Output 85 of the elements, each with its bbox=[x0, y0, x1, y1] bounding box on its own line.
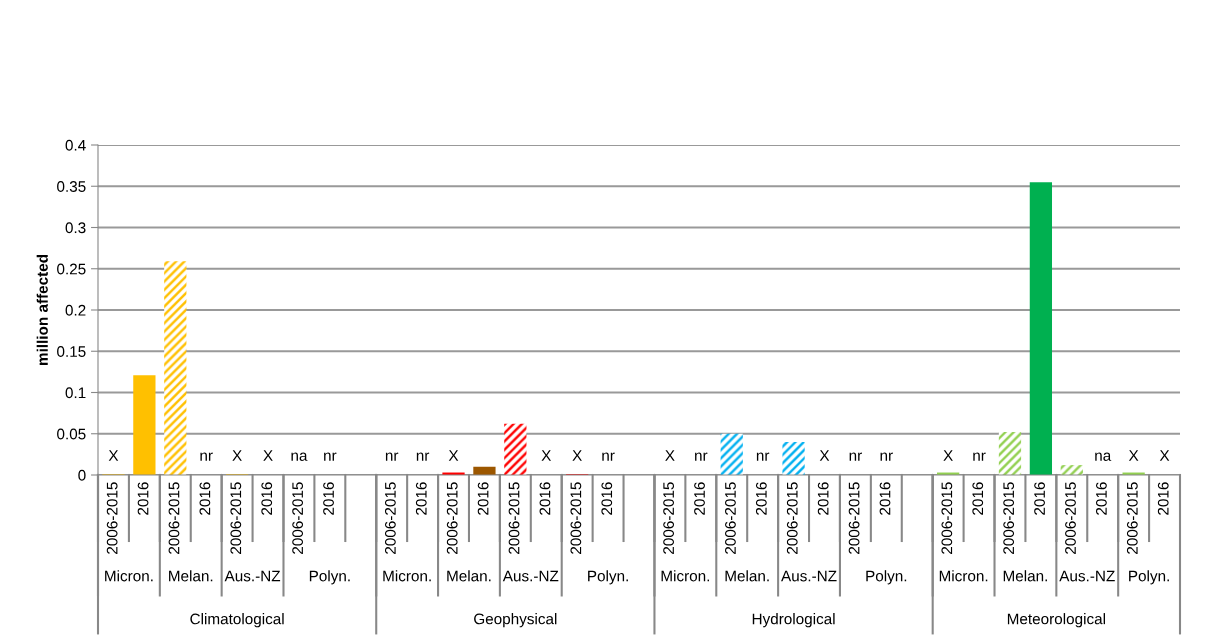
y-tick-label: 0 bbox=[78, 469, 86, 481]
x-tick-label: 2006-2015 bbox=[106, 482, 118, 554]
data-label: X bbox=[572, 450, 582, 461]
text: Hydrological bbox=[752, 613, 835, 628]
x-tick-label: 2016 bbox=[415, 482, 427, 515]
text: nr bbox=[416, 452, 430, 461]
text: X bbox=[541, 450, 552, 461]
x-tick-label: 2016 bbox=[1157, 482, 1169, 515]
text: X bbox=[263, 450, 273, 461]
text: Polyn. bbox=[588, 570, 628, 585]
text: Meteorological bbox=[1007, 613, 1105, 628]
x-tick-label: 2006-2015 bbox=[570, 482, 582, 554]
x-tick-label: 2016 bbox=[601, 482, 613, 515]
text: na bbox=[291, 452, 308, 461]
x-tick-label: 2016 bbox=[261, 482, 273, 515]
text: na bbox=[1095, 452, 1112, 461]
x-tick-label: 2016 bbox=[879, 482, 891, 515]
text: Aus.-NZ bbox=[781, 570, 837, 582]
text: Micron. bbox=[105, 570, 153, 582]
text: Melan. bbox=[1003, 570, 1047, 582]
x-tick-label: 2006-2015 bbox=[848, 482, 860, 554]
text: X bbox=[665, 450, 675, 461]
data-label: X bbox=[232, 450, 242, 461]
text: Micron. bbox=[939, 570, 988, 582]
x-tick-label: 2006-2015 bbox=[446, 482, 458, 554]
text: Melan. bbox=[725, 570, 769, 582]
x-tick-label: 2016 bbox=[539, 482, 551, 515]
text: nr bbox=[695, 452, 708, 461]
text: nr bbox=[756, 452, 770, 461]
x-tick-label: 2006-2015 bbox=[168, 482, 180, 554]
text: X bbox=[819, 450, 830, 461]
x-tick-label: 2006-2015 bbox=[508, 482, 520, 554]
data-label: X bbox=[448, 450, 459, 461]
x-tick-label: 2016 bbox=[323, 482, 334, 515]
data-label: X bbox=[108, 450, 119, 461]
y-tick-label: 0.35 bbox=[57, 181, 86, 192]
x-tick-label: 2006-2015 bbox=[1003, 482, 1015, 554]
x-tick-label: 2006-2015 bbox=[941, 482, 953, 554]
x-tick-label: 2006-2015 bbox=[384, 482, 396, 554]
x-tick-label: 2006-2015 bbox=[725, 482, 736, 554]
text: nr bbox=[200, 452, 213, 461]
text: Polyn. bbox=[309, 570, 350, 585]
x-tick-label: 2016 bbox=[199, 482, 211, 515]
text: Aus.-NZ bbox=[1059, 570, 1115, 582]
x-tick-label: 2016 bbox=[1034, 482, 1045, 515]
text: Melan. bbox=[447, 570, 491, 582]
text: Aus.-NZ bbox=[224, 570, 281, 582]
x-tick-label: 2016 bbox=[477, 482, 489, 515]
y-tick-label: 0.25 bbox=[57, 263, 86, 275]
x-tick-label: 2016 bbox=[755, 482, 767, 515]
data-label: X bbox=[943, 450, 953, 461]
text: Climatological bbox=[190, 613, 284, 628]
x-tick-label: 2006-2015 bbox=[786, 482, 798, 554]
x-tick-label: 2006-2015 bbox=[1065, 482, 1076, 554]
y-tick-label: 0.4 bbox=[65, 139, 86, 151]
x-tick-label: 2006-2015 bbox=[1126, 482, 1138, 554]
y-tick-label: 0.15 bbox=[57, 346, 86, 357]
text: nr bbox=[324, 452, 337, 461]
text: Micron. bbox=[383, 570, 431, 582]
text: Geophysical bbox=[474, 613, 557, 628]
y-tick-label: 0.05 bbox=[57, 428, 86, 440]
text: X bbox=[1159, 450, 1170, 461]
x-tick-label: 2016 bbox=[137, 482, 149, 515]
text: nr bbox=[602, 452, 615, 461]
x-tick-label: 2016 bbox=[972, 482, 984, 515]
text: nr bbox=[849, 452, 862, 461]
y-tick-label: 0.1 bbox=[65, 387, 86, 399]
x-tick-label: 2016 bbox=[1096, 482, 1107, 515]
text: Polyn. bbox=[866, 570, 907, 585]
text: nr bbox=[880, 452, 893, 461]
text: nr bbox=[973, 452, 986, 461]
y-axis-title: million affected bbox=[36, 254, 48, 366]
text: Micron. bbox=[661, 570, 710, 582]
x-tick-label: 2016 bbox=[817, 482, 829, 515]
y-tick-label: 0.2 bbox=[65, 304, 86, 316]
y-tick-label: 0.3 bbox=[65, 222, 86, 234]
x-tick-label: 2006-2015 bbox=[292, 482, 304, 554]
text: Polyn. bbox=[1129, 570, 1169, 585]
text: Aus.-NZ bbox=[502, 570, 559, 582]
x-tick-label: 2016 bbox=[694, 482, 705, 515]
text: nr bbox=[385, 452, 399, 461]
data-label: X bbox=[1128, 450, 1139, 461]
x-tick-label: 2006-2015 bbox=[663, 482, 675, 554]
text: Melan. bbox=[169, 570, 213, 582]
x-tick-label: 2006-2015 bbox=[230, 482, 242, 554]
